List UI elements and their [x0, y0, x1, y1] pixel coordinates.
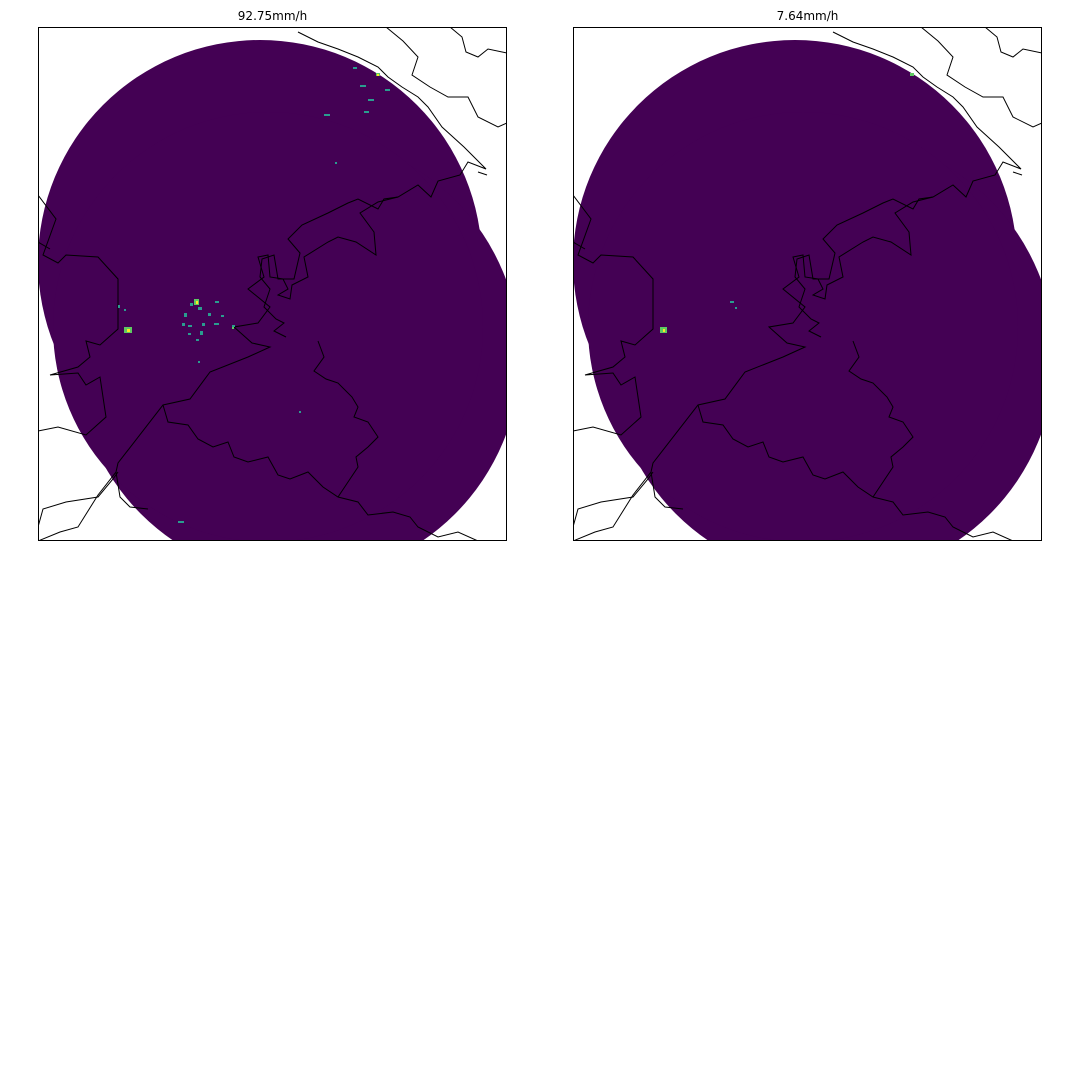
radar-map-left-svg [38, 27, 507, 541]
echo-layer [660, 73, 914, 333]
radar-map-right-svg [573, 27, 1042, 541]
radar-map-left [38, 27, 507, 541]
radar-map-right [573, 27, 1042, 541]
echo-layer [118, 67, 390, 523]
coastline-layer [38, 27, 507, 541]
coastline-layer [573, 27, 1042, 541]
map-frame [38, 27, 507, 541]
map-frame [573, 27, 1042, 541]
panel-title-right: 7.64mm/h [776, 9, 839, 23]
radar-coverage [38, 40, 507, 541]
panel-title-left: 92.75mm/h [237, 9, 308, 23]
